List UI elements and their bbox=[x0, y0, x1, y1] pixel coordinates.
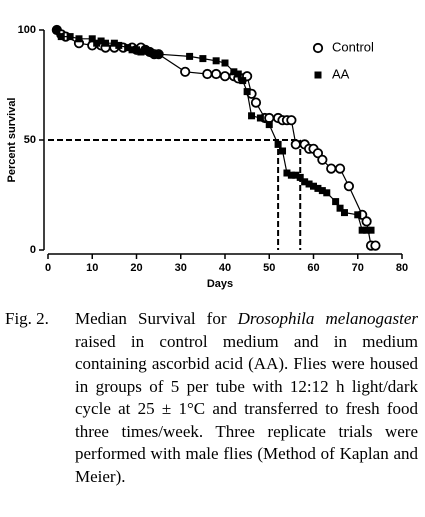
chart: Days Percent survival 0 50 100 0 10 20 30 40 50 6… bbox=[6, 24, 408, 290]
data-point bbox=[128, 46, 136, 54]
data-point bbox=[370, 240, 381, 251]
x-tick-label: 30 bbox=[175, 262, 187, 274]
data-point bbox=[354, 211, 362, 219]
data-point bbox=[248, 112, 256, 120]
data-point bbox=[57, 33, 65, 41]
data-point bbox=[296, 173, 304, 181]
data-point bbox=[363, 226, 371, 234]
data-point bbox=[155, 50, 163, 58]
data-point bbox=[292, 171, 300, 179]
data-point bbox=[137, 48, 145, 56]
data-point bbox=[199, 55, 207, 63]
data-point bbox=[146, 48, 154, 56]
data-point bbox=[102, 39, 110, 47]
data-point bbox=[141, 46, 149, 54]
data-point bbox=[279, 147, 287, 155]
x-tick-label: 80 bbox=[396, 262, 408, 274]
x-axis-label: Days bbox=[207, 278, 233, 290]
data-point bbox=[287, 171, 295, 179]
caption-part: raised in control medium and in medium c… bbox=[75, 331, 418, 486]
data-point bbox=[290, 139, 301, 150]
figure-label: Fig. 2. bbox=[5, 309, 49, 328]
caption-species: Drosophila melanogaster bbox=[237, 309, 418, 328]
data-point bbox=[317, 154, 328, 165]
data-point bbox=[318, 187, 326, 195]
data-point bbox=[358, 226, 366, 234]
data-point bbox=[301, 178, 309, 186]
data-point bbox=[343, 181, 354, 192]
data-point bbox=[332, 198, 340, 206]
data-point bbox=[180, 66, 191, 77]
data-point bbox=[221, 59, 229, 67]
data-point bbox=[265, 121, 273, 129]
data-point bbox=[234, 70, 242, 78]
data-point bbox=[243, 88, 251, 96]
data-point bbox=[88, 35, 96, 43]
data-point bbox=[239, 77, 247, 85]
data-point bbox=[110, 39, 118, 47]
legend-label: Control bbox=[332, 39, 374, 54]
legend-marker bbox=[312, 42, 324, 54]
data-point bbox=[115, 41, 123, 49]
data-point bbox=[367, 226, 375, 234]
x-tick-label: 60 bbox=[307, 262, 319, 274]
data-point bbox=[150, 50, 158, 58]
data-point bbox=[286, 115, 297, 126]
caption-text: Median Survival for Drosophila melanogas… bbox=[75, 308, 418, 488]
data-point bbox=[75, 35, 83, 43]
data-point bbox=[124, 44, 132, 52]
caption-part: Median Survival for bbox=[75, 309, 238, 328]
data-point bbox=[219, 71, 231, 82]
y-tick-label: 100 bbox=[18, 24, 36, 36]
data-point bbox=[314, 184, 322, 192]
x-tick-label: 20 bbox=[130, 262, 142, 274]
caption: Fig. 2. Median Survival for Drosophila m… bbox=[5, 308, 418, 488]
data-point bbox=[340, 209, 348, 217]
data-point bbox=[202, 68, 213, 80]
data-point bbox=[66, 33, 74, 41]
data-point bbox=[93, 39, 101, 47]
data-point bbox=[361, 216, 372, 227]
data-point bbox=[133, 46, 140, 54]
data-point bbox=[334, 163, 346, 174]
data-point bbox=[336, 204, 344, 212]
data-point bbox=[212, 57, 220, 65]
x-tick-label: 10 bbox=[86, 262, 98, 274]
y-axis-label: Percent survival bbox=[6, 98, 18, 183]
x-tick-label: 0 bbox=[45, 262, 51, 274]
x-tick-label: 70 bbox=[352, 262, 364, 274]
data-point bbox=[97, 37, 105, 45]
data-point bbox=[211, 68, 222, 80]
x-tick-label: 40 bbox=[219, 262, 231, 274]
data-point bbox=[53, 26, 61, 34]
data-point bbox=[323, 189, 331, 197]
data-point bbox=[305, 180, 313, 188]
data-point bbox=[326, 163, 337, 174]
data-point bbox=[250, 97, 262, 108]
data-point bbox=[256, 114, 264, 122]
data-point bbox=[186, 52, 194, 60]
y-tick-label: 0 bbox=[30, 244, 36, 256]
data-point bbox=[310, 182, 317, 190]
legend-marker bbox=[314, 71, 322, 79]
y-tick-label: 50 bbox=[24, 134, 36, 146]
data-point bbox=[264, 112, 275, 124]
legend-label: AA bbox=[332, 66, 350, 81]
data-point bbox=[274, 140, 282, 148]
data-point bbox=[283, 169, 291, 177]
x-tick-label: 50 bbox=[263, 262, 275, 274]
data-point bbox=[230, 68, 238, 76]
